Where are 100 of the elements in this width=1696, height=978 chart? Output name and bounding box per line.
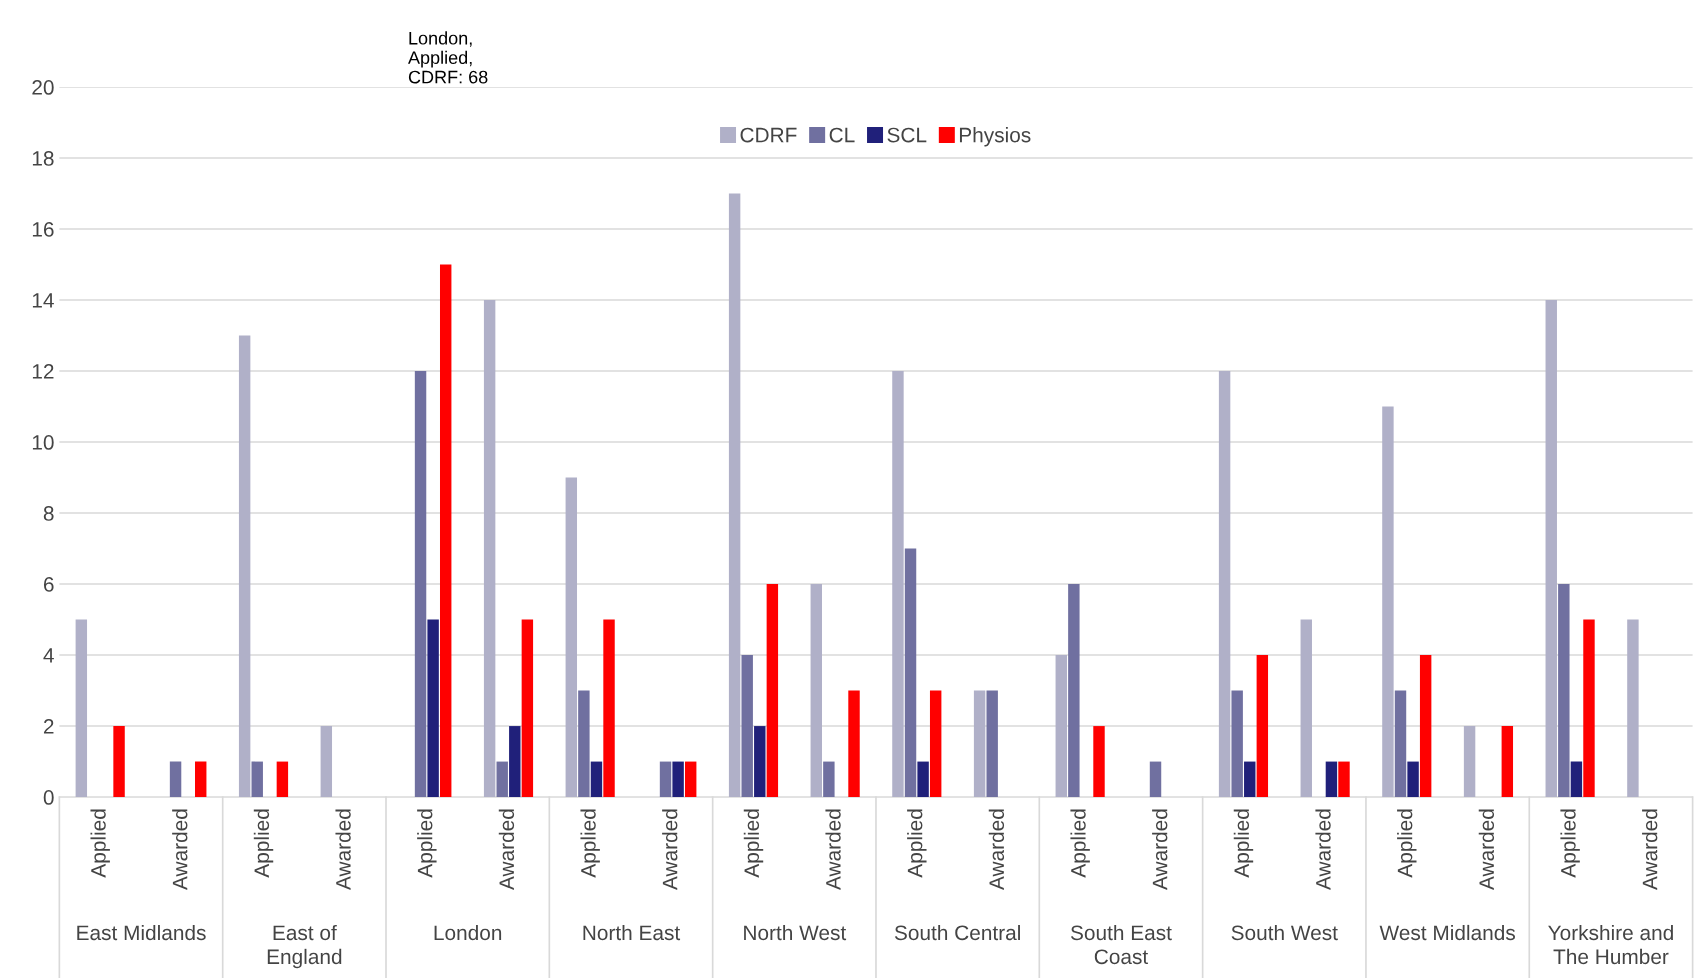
- text: East Midlands: [77, 924, 206, 941]
- x-tick-label: Applied: [417, 809, 437, 878]
- x-tick-label: Awarded: [1152, 809, 1168, 890]
- x-tick-label: Applied: [580, 809, 600, 878]
- bar: [1300, 619, 1312, 798]
- bar: [848, 690, 860, 798]
- bar: [427, 619, 439, 798]
- text: East of England: [267, 924, 342, 969]
- x-tick-label: Awarded: [988, 809, 1005, 890]
- bar: [113, 726, 125, 798]
- y-tick-label: 12: [32, 364, 54, 379]
- legend-label: SCL: [887, 127, 927, 143]
- bar: [195, 761, 207, 798]
- x-tick-label: Applied: [90, 809, 110, 878]
- x-tick-label: Awarded: [1315, 809, 1331, 890]
- bar: [1055, 655, 1067, 798]
- bar: [1583, 619, 1595, 798]
- bar: [1231, 690, 1243, 798]
- bar: [1338, 761, 1350, 798]
- bar: [1068, 584, 1080, 798]
- bar: [1463, 726, 1476, 798]
- y-tick-label: 20: [32, 80, 54, 95]
- y-tick-label: 8: [43, 506, 54, 521]
- bar: [1149, 761, 1162, 798]
- x-tick-label: Applied: [907, 809, 927, 878]
- bar: [766, 584, 779, 798]
- x-tick-label: Awarded: [1642, 809, 1658, 890]
- bar: [823, 761, 835, 798]
- legend-label: Physios: [959, 127, 1031, 147]
- legend-label: CDRF: [740, 127, 797, 143]
- text: West Midlands: [1379, 924, 1515, 941]
- x-tick-label: Applied: [743, 809, 764, 878]
- bar: [1501, 726, 1514, 798]
- bar: [929, 690, 942, 798]
- bar: [251, 761, 263, 798]
- bar: [238, 335, 251, 798]
- bar: [973, 690, 986, 798]
- text: South West: [1231, 924, 1338, 941]
- bar: [439, 264, 452, 798]
- text: North East: [583, 924, 681, 941]
- x-tick-label: Applied: [1070, 809, 1090, 878]
- bar: [590, 761, 603, 798]
- bar: [892, 371, 904, 798]
- y-tick-label: 4: [43, 648, 54, 663]
- bar: [578, 690, 590, 798]
- x-tick-label: Applied: [253, 809, 274, 878]
- bar: [810, 584, 823, 798]
- x-tick-label: Awarded: [662, 809, 678, 890]
- bar: [684, 761, 697, 798]
- text: South Central: [894, 924, 1020, 941]
- bar: [414, 371, 427, 798]
- bar: [483, 300, 496, 798]
- x-tick-label: Awarded: [825, 809, 841, 890]
- text: North West: [744, 924, 847, 941]
- bar: [1394, 690, 1407, 798]
- x-tick-label: Awarded: [335, 809, 351, 890]
- bar: [1570, 761, 1583, 798]
- text: Yorkshire and The Humber: [1548, 924, 1673, 965]
- bar: [917, 761, 929, 798]
- x-tick-label: Applied: [1560, 809, 1580, 878]
- y-tick-label: 10: [32, 435, 54, 450]
- bar: [75, 619, 88, 798]
- bar: [672, 761, 684, 798]
- bar: [904, 548, 917, 798]
- bar: [1256, 655, 1269, 798]
- text: London, Applied, CDRF: 68: [408, 31, 488, 84]
- bar: [1407, 761, 1419, 798]
- bar: [1325, 761, 1338, 798]
- bar: [986, 690, 998, 798]
- bar: [320, 726, 333, 798]
- text: South East Coast: [1070, 924, 1172, 965]
- y-tick-label: 14: [32, 293, 54, 308]
- bar: [741, 655, 753, 798]
- bar: [565, 477, 578, 798]
- y-tick-label: 0: [43, 790, 54, 805]
- bar: [603, 619, 615, 798]
- x-tick-label: Applied: [1233, 809, 1254, 878]
- y-tick-label: 18: [32, 151, 54, 166]
- bar: [728, 193, 741, 798]
- bar: [1382, 406, 1394, 798]
- x-tick-label: Awarded: [498, 809, 515, 890]
- bar: [509, 726, 521, 798]
- bar: [1419, 655, 1432, 798]
- bar: [659, 761, 672, 798]
- bar: [1545, 300, 1557, 798]
- text: London: [434, 924, 502, 941]
- bar: [276, 761, 289, 798]
- bar: [1093, 726, 1105, 798]
- x-tick-label: Applied: [1397, 809, 1417, 878]
- x-tick-label: Awarded: [1478, 809, 1495, 890]
- bar: [1627, 619, 1639, 798]
- bar: [754, 726, 766, 798]
- y-tick-label: 6: [43, 577, 54, 592]
- y-tick-label: 2: [43, 719, 54, 734]
- x-tick-label: Awarded: [172, 809, 188, 890]
- legend-label: CL: [829, 127, 855, 143]
- bar: [521, 619, 534, 798]
- bar: [496, 761, 508, 798]
- bar: [169, 761, 182, 798]
- bar: [1218, 371, 1231, 798]
